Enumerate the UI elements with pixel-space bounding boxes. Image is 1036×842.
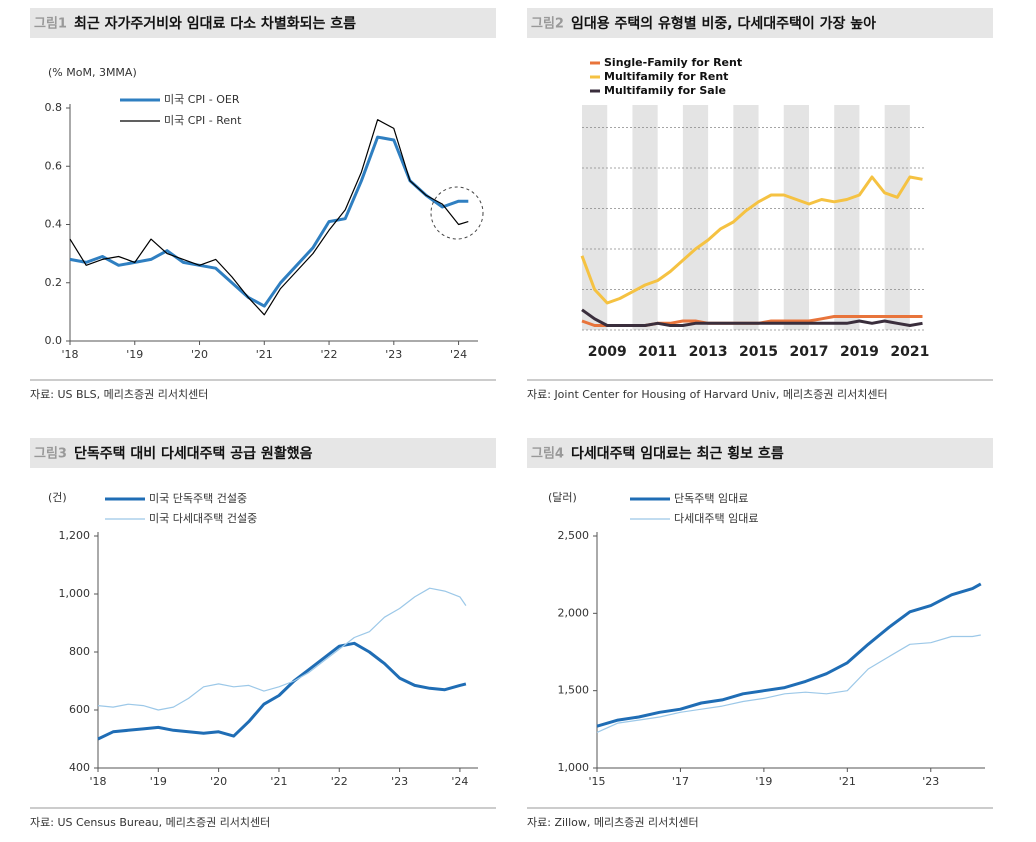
y-tick-label: 1,000: [59, 587, 91, 600]
figure-title: 최근 자가주거비와 임대료 다소 차별화되는 흐름: [74, 15, 356, 32]
x-tick-label: 2009: [588, 344, 627, 360]
series-line: [69, 135, 469, 308]
x-tick-label: '19: [755, 775, 772, 788]
y-unit: (건): [48, 491, 67, 504]
source: 자료: US Census Bureau, 메리츠증권 리서치센터: [30, 816, 270, 829]
year-band: [682, 105, 709, 330]
x-tick-label: 2021: [890, 344, 929, 360]
highlight-circle: [430, 186, 484, 240]
legend-label: Single-Family for Rent: [604, 56, 742, 69]
x-tick-label: '23: [922, 775, 939, 788]
x-tick-label: '19: [126, 348, 143, 361]
x-tick-label: '22: [321, 348, 338, 361]
x-tick-label: 2019: [840, 344, 879, 360]
x-tick-label: '24: [451, 775, 468, 788]
figure-label: 그림2: [531, 17, 564, 32]
x-tick-label: '22: [331, 775, 348, 788]
header-bar: [527, 438, 993, 468]
legend-label: 다세대주택 임대료: [674, 512, 758, 525]
year-band: [783, 105, 809, 330]
y-tick-label: 2,500: [558, 529, 590, 542]
figure-title: 다세대주택 임대료는 최근 횡보 흐름: [571, 445, 784, 462]
header-bar: [30, 438, 496, 468]
series-line: [596, 634, 981, 733]
y-tick-label: 0.8: [45, 101, 63, 114]
x-tick-label: 2015: [739, 344, 778, 360]
y-unit: (달러): [548, 491, 577, 504]
x-tick-label: '23: [391, 775, 408, 788]
x-tick-label: '20: [210, 775, 227, 788]
series-line: [580, 175, 923, 305]
x-tick-label: '15: [588, 775, 605, 788]
series-line: [596, 582, 982, 728]
legend-label: 미국 단독주택 건설중: [149, 492, 247, 505]
legend-label: 단독주택 임대료: [674, 492, 748, 505]
series-line: [581, 308, 923, 327]
legend-label: Multifamily for Sale: [604, 84, 726, 97]
y-tick-label: 2,000: [558, 606, 590, 619]
x-tick-label: '21: [256, 348, 273, 361]
x-tick-label: 2013: [689, 344, 728, 360]
legend-label: 미국 CPI - Rent: [164, 114, 242, 127]
series-line: [69, 119, 469, 316]
legend-label: 미국 CPI - OER: [164, 93, 240, 106]
y-tick-label: 0.2: [45, 276, 63, 289]
figure-label: 그림4: [531, 447, 564, 462]
y-tick-label: 800: [69, 645, 90, 658]
y-tick-label: 1,200: [59, 529, 91, 542]
x-tick-label: 2011: [638, 344, 677, 360]
figure-title: 단독주택 대비 다세대주택 공급 원활했음: [74, 445, 313, 462]
header-bar: [527, 8, 993, 38]
x-tick-label: 2017: [790, 344, 829, 360]
legend-label: Multifamily for Rent: [604, 70, 728, 83]
year-band: [834, 105, 860, 330]
header-bar: [30, 8, 496, 38]
figure-title: 임대용 주택의 유형별 비중, 다세대주택이 가장 높아: [571, 15, 876, 32]
figure-label: 그림1: [34, 17, 67, 32]
x-tick-label: '19: [150, 775, 167, 788]
year-band: [632, 105, 658, 330]
x-tick-label: '18: [89, 775, 106, 788]
y-unit: (% MoM, 3MMA): [48, 66, 137, 79]
legend-label: 미국 다세대주택 건설중: [149, 512, 257, 525]
x-tick-label: '23: [385, 348, 402, 361]
figure-label: 그림3: [34, 447, 67, 462]
x-tick-label: '20: [191, 348, 208, 361]
y-tick-label: 1,000: [558, 761, 590, 774]
source: 자료: US BLS, 메리츠증권 리서치센터: [30, 388, 208, 401]
x-tick-label: '18: [61, 348, 78, 361]
y-tick-label: 0.6: [45, 159, 63, 172]
y-tick-label: 400: [69, 761, 90, 774]
year-band: [884, 105, 910, 330]
source: 자료: Zillow, 메리츠증권 리서치센터: [527, 816, 699, 829]
x-tick-label: '24: [450, 348, 467, 361]
x-tick-label: '17: [672, 775, 689, 788]
y-tick-label: 1,500: [558, 684, 590, 697]
series-line: [97, 587, 467, 711]
y-tick-label: 0.0: [45, 334, 63, 347]
x-tick-label: '21: [270, 775, 287, 788]
y-tick-label: 600: [69, 703, 90, 716]
source: 자료: Joint Center for Housing of Harvard …: [527, 388, 888, 401]
x-tick-label: '21: [839, 775, 856, 788]
y-tick-label: 0.4: [45, 218, 63, 231]
series-line: [97, 641, 467, 741]
year-band: [582, 105, 608, 330]
